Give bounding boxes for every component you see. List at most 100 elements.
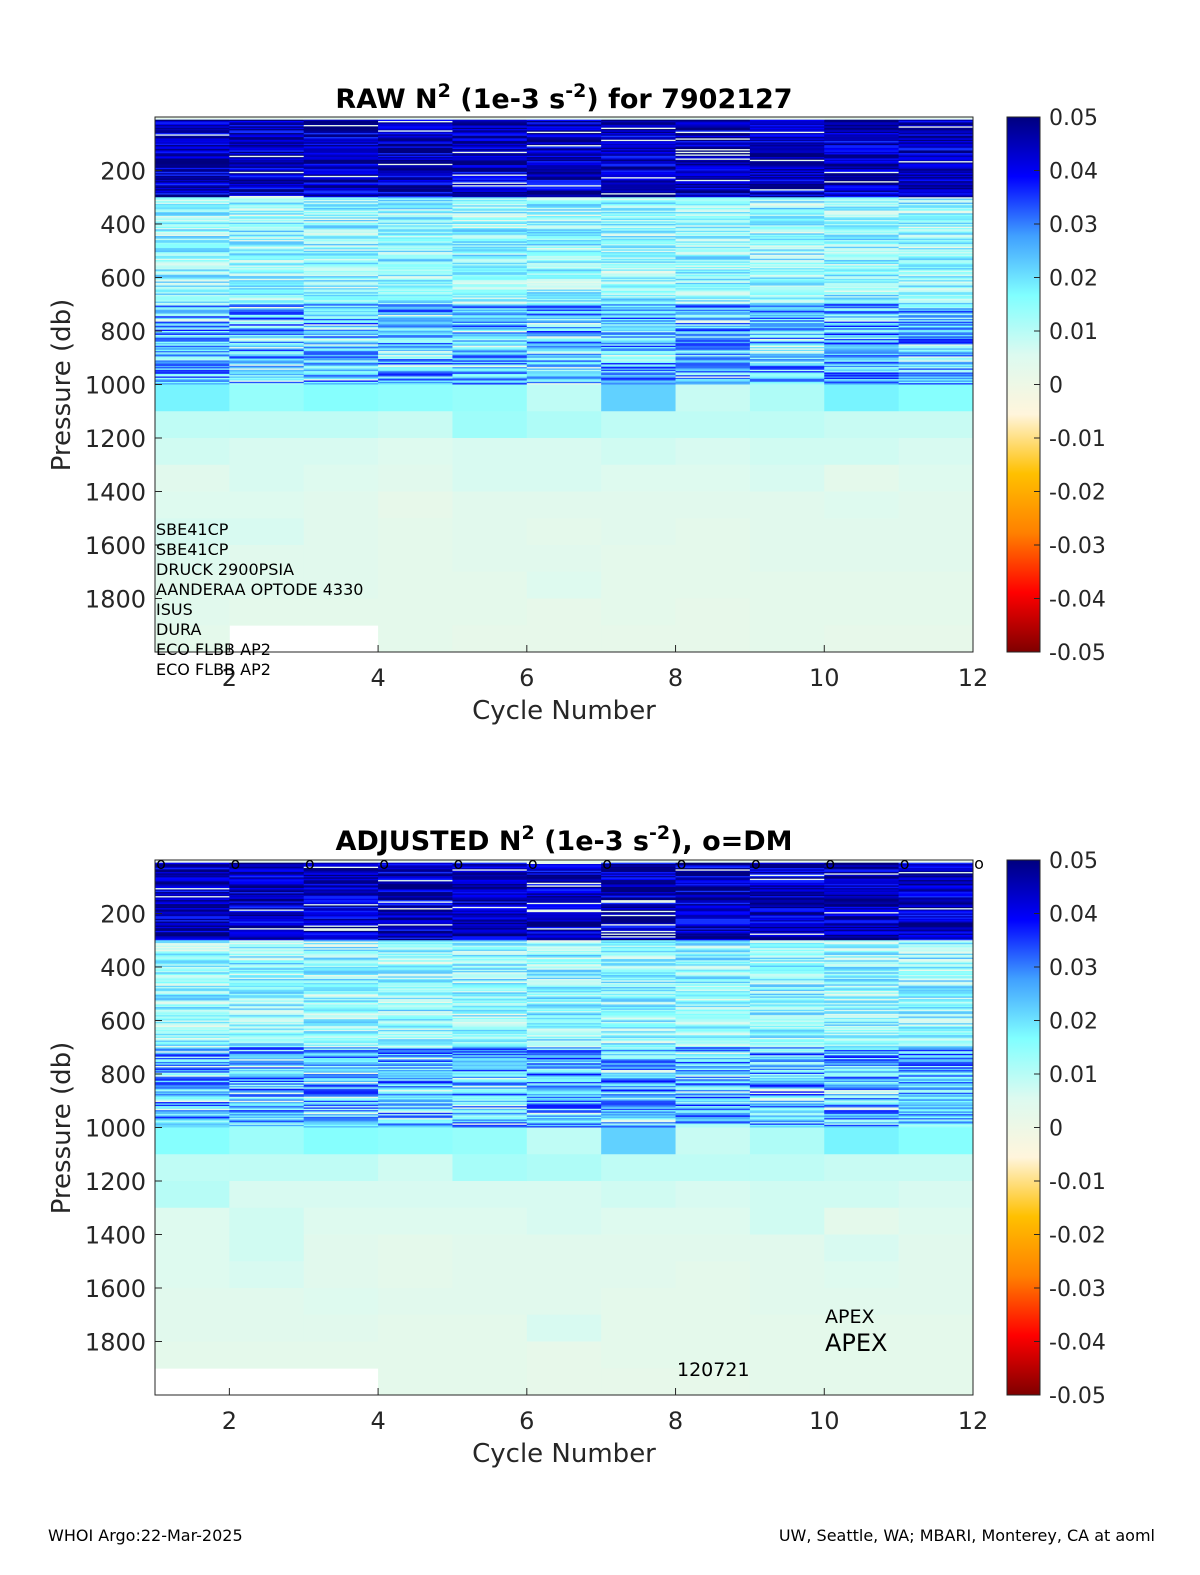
heatmap-cell <box>675 928 751 930</box>
heatmap-cell <box>898 1086 974 1088</box>
heatmap-cell <box>452 218 528 221</box>
heatmap-cell <box>675 284 751 286</box>
heatmap-cell <box>378 571 453 599</box>
heatmap-cell <box>675 182 751 185</box>
heatmap-cell <box>675 260 751 262</box>
heatmap-cell <box>824 953 900 956</box>
heatmap-cell <box>378 242 453 245</box>
heatmap-cell <box>303 162 379 165</box>
heatmap-cell <box>155 1047 230 1049</box>
heatmap-cell <box>452 380 528 383</box>
heatmap-cell <box>303 249 379 252</box>
heatmap-cell <box>601 1025 676 1028</box>
heatmap-cell <box>378 163 453 166</box>
heatmap-cell <box>824 865 900 868</box>
heatmap-cell <box>452 920 528 922</box>
heatmap-cell <box>601 298 676 301</box>
heatmap-cell <box>303 1288 379 1316</box>
heatmap-cell <box>303 1017 379 1020</box>
heatmap-cell <box>749 357 825 360</box>
heatmap-cell <box>675 240 751 242</box>
heatmap-cell <box>601 221 676 224</box>
heatmap-cell <box>675 874 751 877</box>
heatmap-cell <box>526 195 602 198</box>
heatmap-cell <box>155 1063 230 1066</box>
heatmap-cell <box>452 1048 528 1051</box>
heatmap-cell <box>303 1065 379 1068</box>
heatmap-cell <box>155 894 230 897</box>
heatmap-cell <box>601 918 676 921</box>
heatmap-cell <box>898 1088 974 1091</box>
heatmap-cell <box>749 866 825 869</box>
heatmap-cell <box>601 1104 676 1107</box>
heatmap-cell <box>303 261 379 264</box>
heatmap-cell <box>824 902 900 905</box>
heatmap-cell <box>526 910 602 913</box>
heatmap-cell <box>378 1288 453 1316</box>
heatmap-cell <box>378 894 453 897</box>
heatmap-cell <box>749 977 825 980</box>
heatmap-cell <box>675 1043 751 1045</box>
heatmap-cell <box>303 1044 379 1047</box>
heatmap-cell <box>378 949 453 952</box>
heatmap-cell <box>452 961 528 964</box>
heatmap-cell <box>229 339 305 341</box>
heatmap-cell <box>824 312 900 315</box>
heatmap-cell <box>824 364 900 367</box>
heatmap-cell <box>303 234 379 237</box>
heatmap-cell <box>601 254 676 257</box>
heatmap-cell <box>452 933 528 936</box>
heatmap-cell <box>675 352 751 355</box>
heatmap-cell <box>452 861 528 864</box>
heatmap-cell <box>229 878 305 881</box>
heatmap-cell <box>155 1079 230 1082</box>
heatmap-cell <box>155 1261 230 1289</box>
heatmap-cell <box>378 1341 453 1369</box>
heatmap-cell <box>155 936 230 938</box>
heatmap-cell <box>303 938 379 941</box>
heatmap-cell <box>824 930 900 933</box>
heatmap-cell <box>898 1015 974 1017</box>
heatmap-cell <box>526 179 602 182</box>
heatmap-cell <box>675 218 751 221</box>
heatmap-cell <box>749 343 825 345</box>
heatmap-cell <box>155 118 230 121</box>
heatmap-cell <box>824 273 900 276</box>
heatmap-cell <box>526 929 602 932</box>
heatmap-cell <box>749 380 825 383</box>
heatmap-cell <box>452 296 528 298</box>
heatmap-cell <box>229 972 305 975</box>
heatmap-cell <box>303 373 379 376</box>
heatmap-cell <box>898 961 974 964</box>
heatmap-cell <box>824 143 900 146</box>
heatmap-cell <box>303 878 379 881</box>
heatmap-cell <box>601 980 676 983</box>
heatmap-cell <box>378 1055 453 1058</box>
heatmap-cell <box>378 289 453 292</box>
heatmap-cell <box>452 464 528 492</box>
heatmap-cell <box>303 190 379 193</box>
heatmap-cell <box>303 971 379 973</box>
heatmap-cell <box>898 331 974 333</box>
heatmap-cell <box>824 360 900 363</box>
heatmap-cell <box>155 1012 230 1015</box>
heatmap-cell <box>303 270 379 273</box>
heatmap-cell <box>378 890 453 893</box>
heatmap-cell <box>675 367 751 369</box>
heatmap-cell <box>155 228 230 230</box>
heatmap-cell <box>378 860 453 862</box>
heatmap-cell <box>378 147 453 150</box>
heatmap-cell <box>749 491 825 519</box>
heatmap-cell <box>229 1029 305 1032</box>
heatmap-cell <box>303 860 379 862</box>
heatmap-cell <box>824 254 900 257</box>
heatmap-cell <box>824 363 900 365</box>
heatmap-cell <box>601 885 676 888</box>
heatmap-cell <box>378 318 453 321</box>
y-tick-label: 400 <box>100 954 146 982</box>
heatmap-cell <box>898 1056 974 1059</box>
heatmap-cell <box>229 1059 305 1062</box>
heatmap-cell <box>898 375 974 377</box>
heatmap-cell <box>898 904 974 906</box>
heatmap-cell <box>303 294 379 297</box>
